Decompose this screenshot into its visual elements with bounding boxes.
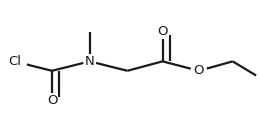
Text: N: N [85,55,95,68]
Text: O: O [157,25,168,38]
Text: O: O [47,94,57,107]
Text: O: O [194,64,204,77]
Text: Cl: Cl [8,55,21,68]
